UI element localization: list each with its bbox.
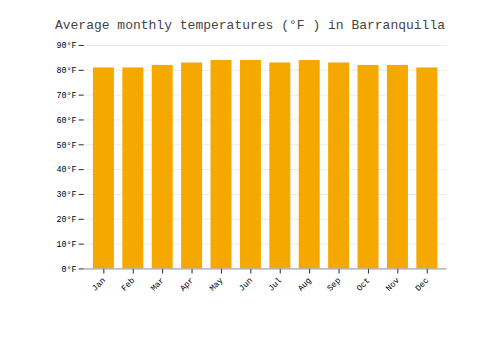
svg-text:Jun: Jun xyxy=(237,276,255,294)
svg-text:May: May xyxy=(208,276,226,294)
svg-text:Jul: Jul xyxy=(267,276,285,294)
svg-text:60°F: 60°F xyxy=(56,116,76,126)
svg-text:Aug: Aug xyxy=(296,276,314,294)
svg-text:20°F: 20°F xyxy=(56,215,76,225)
svg-text:70°F: 70°F xyxy=(56,91,76,101)
html-text:Average monthly temperatures (: Average monthly temperatures (°F ) in Ba… xyxy=(55,18,445,33)
svg-text:Mar: Mar xyxy=(149,276,167,294)
svg-text:40°F: 40°F xyxy=(56,165,76,175)
svg-text:Dec: Dec xyxy=(414,276,432,294)
svg-text:80°F: 80°F xyxy=(56,66,76,76)
svg-text:0°F: 0°F xyxy=(61,265,76,275)
svg-text:Apr: Apr xyxy=(178,276,196,294)
svg-text:50°F: 50°F xyxy=(56,140,76,150)
svg-text:Jan: Jan xyxy=(90,276,108,294)
svg-text:Nov: Nov xyxy=(384,276,402,294)
svg-text:30°F: 30°F xyxy=(56,190,76,200)
svg-text:Sep: Sep xyxy=(325,276,343,294)
svg-text:10°F: 10°F xyxy=(56,240,76,250)
svg-text:Feb: Feb xyxy=(120,276,138,294)
svg-text:90°F: 90°F xyxy=(56,41,76,51)
svg-text:Oct: Oct xyxy=(355,276,373,294)
